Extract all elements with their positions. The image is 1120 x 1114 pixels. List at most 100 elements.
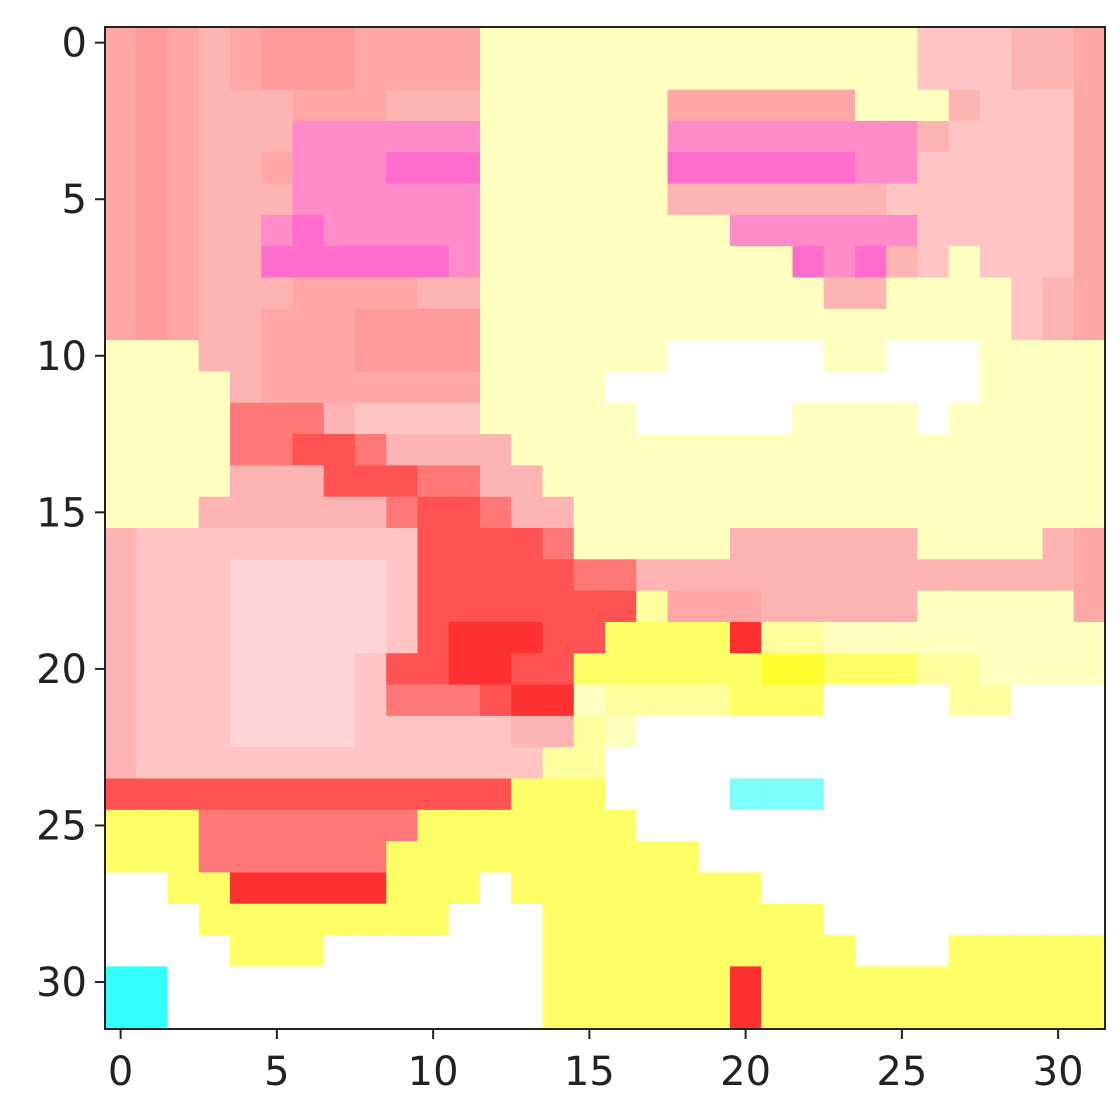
heatmap-cell-r14-c11 — [448, 465, 481, 498]
heatmap-cell-r16-c11 — [448, 528, 481, 560]
heatmap-cell-r28-c5 — [261, 903, 294, 936]
heatmap-cell-r30-c28 — [980, 966, 1012, 999]
heatmap-cell-r2-c4 — [230, 89, 262, 122]
heatmap-cell-r29-c7 — [323, 935, 356, 967]
heatmap-cell-r30-c21 — [761, 966, 794, 999]
heatmap-cell-r30-c1 — [136, 966, 169, 999]
heatmap-cell-r7-c10 — [417, 246, 450, 279]
heatmap-cell-r19-c18 — [667, 621, 700, 654]
heatmap-cell-r1-c24 — [855, 58, 887, 91]
heatmap-cell-r22-c5 — [261, 715, 294, 748]
heatmap-cell-r31-c21 — [761, 997, 794, 1030]
heatmap-cell-r20-c18 — [667, 653, 700, 686]
heatmap-cell-r1-c11 — [448, 58, 481, 91]
heatmap-cell-r27-c31 — [1073, 872, 1106, 905]
heatmap-cell-r28-c12 — [480, 903, 512, 936]
heatmap-cell-r18-c22 — [792, 590, 825, 623]
heatmap-cell-r12-c30 — [1042, 402, 1075, 435]
heatmap-cell-r13-c20 — [730, 434, 762, 466]
heatmap-cell-r26-c0 — [105, 841, 137, 874]
heatmap-cell-r8-c20 — [730, 277, 762, 310]
heatmap-cell-r18-c5 — [261, 590, 294, 623]
heatmap-cell-r18-c3 — [198, 590, 231, 623]
heatmap-cell-r10-c7 — [323, 340, 356, 373]
heatmap-cell-r30-c4 — [230, 966, 262, 999]
heatmap-cell-r8-c10 — [417, 277, 450, 310]
heatmap-cell-r25-c30 — [1042, 809, 1075, 842]
heatmap-cell-r29-c24 — [855, 935, 887, 967]
heatmap-cell-r31-c18 — [667, 997, 700, 1030]
heatmap-cell-r26-c10 — [417, 841, 450, 874]
heatmap-cell-r30-c26 — [917, 966, 950, 999]
heatmap-cell-r28-c20 — [730, 903, 762, 936]
heatmap-cell-r31-c30 — [1042, 997, 1075, 1030]
heatmap-cell-r20-c28 — [980, 653, 1012, 686]
heatmap-cell-r22-c13 — [511, 715, 544, 748]
heatmap-cell-r8-c4 — [230, 277, 262, 310]
heatmap-cell-r4-c16 — [605, 152, 637, 185]
heatmap-cell-r30-c12 — [480, 966, 512, 999]
heatmap-cell-r22-c18 — [667, 715, 700, 748]
heatmap-cell-r31-c11 — [448, 997, 481, 1030]
heatmap-cell-r5-c6 — [292, 183, 325, 216]
heatmap-cell-r1-c23 — [823, 58, 856, 91]
heatmap-cell-r0-c17 — [636, 27, 669, 59]
heatmap-cell-r17-c9 — [386, 559, 419, 592]
heatmap-cell-r16-c7 — [323, 528, 356, 560]
heatmap-cell-r15-c10 — [417, 496, 450, 529]
heatmap-cell-r4-c4 — [230, 152, 262, 185]
heatmap-cell-r24-c31 — [1073, 778, 1106, 811]
heatmap-cell-r24-c23 — [823, 778, 856, 811]
heatmap-cell-r7-c19 — [698, 246, 731, 279]
heatmap-cell-r21-c9 — [386, 684, 419, 717]
heatmap-cell-r21-c24 — [855, 684, 887, 717]
heatmap-cell-r31-c28 — [980, 997, 1012, 1030]
heatmap-cell-r4-c5 — [261, 152, 294, 185]
heatmap-cell-r10-c13 — [511, 340, 544, 373]
heatmap-cell-r7-c11 — [448, 246, 481, 279]
heatmap-cell-r24-c16 — [605, 778, 637, 811]
heatmap-cell-r26-c18 — [667, 841, 700, 874]
heatmap-cell-r3-c23 — [823, 120, 856, 153]
heatmap-cell-r1-c16 — [605, 58, 637, 91]
heatmap-cell-r25-c4 — [230, 809, 262, 842]
heatmap-cell-r3-c9 — [386, 120, 419, 153]
heatmap-cell-r3-c4 — [230, 120, 262, 153]
heatmap-cell-r16-c14 — [542, 528, 575, 560]
heatmap-cell-r25-c5 — [261, 809, 294, 842]
heatmap-cell-r22-c1 — [136, 715, 169, 748]
heatmap-cell-r2-c23 — [823, 89, 856, 122]
heatmap-cell-r4-c28 — [980, 152, 1012, 185]
heatmap-cell-r3-c3 — [198, 120, 231, 153]
heatmap-cell-r24-c13 — [511, 778, 544, 811]
heatmap-cell-r25-c25 — [886, 809, 919, 842]
heatmap-cell-r14-c14 — [542, 465, 575, 498]
heatmap-cell-r9-c20 — [730, 308, 762, 341]
heatmap-cell-r8-c17 — [636, 277, 669, 310]
heatmap-cell-r17-c0 — [105, 559, 137, 592]
heatmap-cell-r25-c9 — [386, 809, 419, 842]
heatmap-cell-r19-c9 — [386, 621, 419, 654]
heatmap-cell-r19-c25 — [886, 621, 919, 654]
heatmap-cell-r1-c26 — [917, 58, 950, 91]
heatmap-cell-r29-c23 — [823, 935, 856, 967]
heatmap-cell-r17-c31 — [1073, 559, 1106, 592]
heatmap-cell-r30-c9 — [386, 966, 419, 999]
heatmap-cell-r20-c15 — [573, 653, 606, 686]
heatmap-cell-r0-c31 — [1073, 27, 1106, 59]
heatmap-cell-r14-c20 — [730, 465, 762, 498]
heatmap-cell-r19-c26 — [917, 621, 950, 654]
heatmap-cell-r13-c19 — [698, 434, 731, 466]
heatmap-cell-r0-c23 — [823, 27, 856, 59]
heatmap-cell-r15-c11 — [448, 496, 481, 529]
heatmap-cell-r13-c27 — [948, 434, 981, 466]
heatmap-cell-r6-c19 — [698, 214, 731, 247]
heatmap-cell-r10-c5 — [261, 340, 294, 373]
heatmap-cell-r23-c7 — [323, 747, 356, 780]
heatmap-cell-r30-c7 — [323, 966, 356, 999]
heatmap-cell-r22-c30 — [1042, 715, 1075, 748]
heatmap-cell-r18-c20 — [730, 590, 762, 623]
heatmap-cell-r20-c14 — [542, 653, 575, 686]
heatmap-cell-r25-c28 — [980, 809, 1012, 842]
heatmap-cell-r11-c5 — [261, 371, 294, 404]
